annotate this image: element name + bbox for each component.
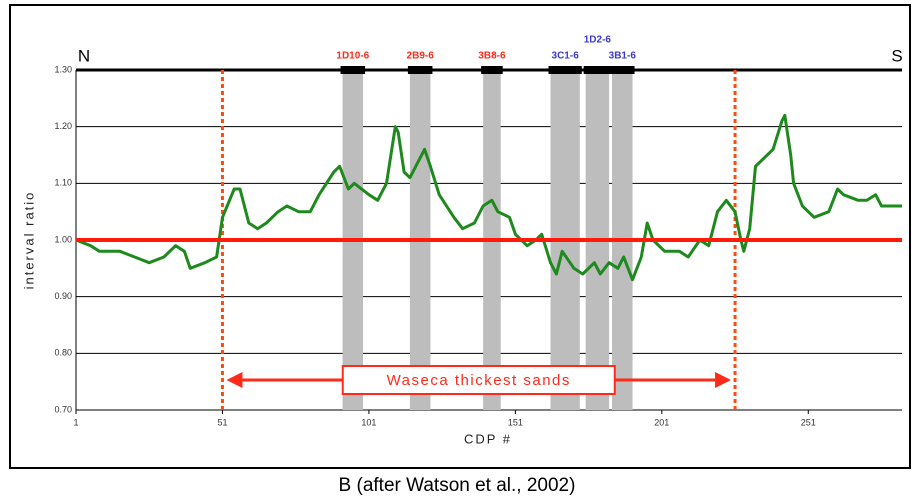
- sample-bar: [407, 66, 433, 74]
- sample-bar: [583, 66, 612, 74]
- sample-bar: [481, 66, 503, 74]
- band-label: 2B9-6: [407, 51, 435, 62]
- y-tick-label: 0.70: [54, 404, 72, 414]
- y-tick-label: 0.90: [54, 291, 72, 301]
- x-axis-label: CDP #: [464, 431, 512, 446]
- left-marker: N: [78, 46, 90, 65]
- band-label: 1D10-6: [336, 51, 369, 62]
- x-tick-label: 101: [361, 417, 376, 427]
- sample-bar: [610, 66, 635, 74]
- right-marker: S: [891, 46, 902, 65]
- arrow-head: [226, 372, 243, 388]
- y-tick-label: 1.30: [54, 64, 72, 74]
- x-tick-label: 251: [801, 417, 816, 427]
- x-tick-label: 151: [508, 417, 523, 427]
- y-tick-label: 0.80: [54, 348, 72, 358]
- arrow-head: [715, 372, 732, 388]
- x-tick-label: 1: [73, 417, 78, 427]
- band-label: 3B1-6: [609, 51, 637, 62]
- range-label: Waseca thickest sands: [387, 372, 571, 389]
- x-tick-label: 51: [217, 417, 227, 427]
- y-tick-label: 1.00: [54, 234, 72, 244]
- band-label: 3B8-6: [478, 51, 506, 62]
- caption: B (after Watson et al., 2002): [339, 475, 576, 496]
- y-tick-label: 1.10: [54, 178, 72, 188]
- band-label: 1D2-6: [584, 35, 612, 46]
- sample-bar: [340, 66, 366, 74]
- sample-bar: [548, 66, 582, 74]
- frame: [9, 4, 911, 469]
- y-tick-label: 1.20: [54, 121, 72, 131]
- band-label: 3C1-6: [552, 51, 580, 62]
- y-axis-label: interval ratio: [21, 191, 36, 290]
- range-label-box: [341, 365, 616, 395]
- x-tick-label: 201: [654, 417, 669, 427]
